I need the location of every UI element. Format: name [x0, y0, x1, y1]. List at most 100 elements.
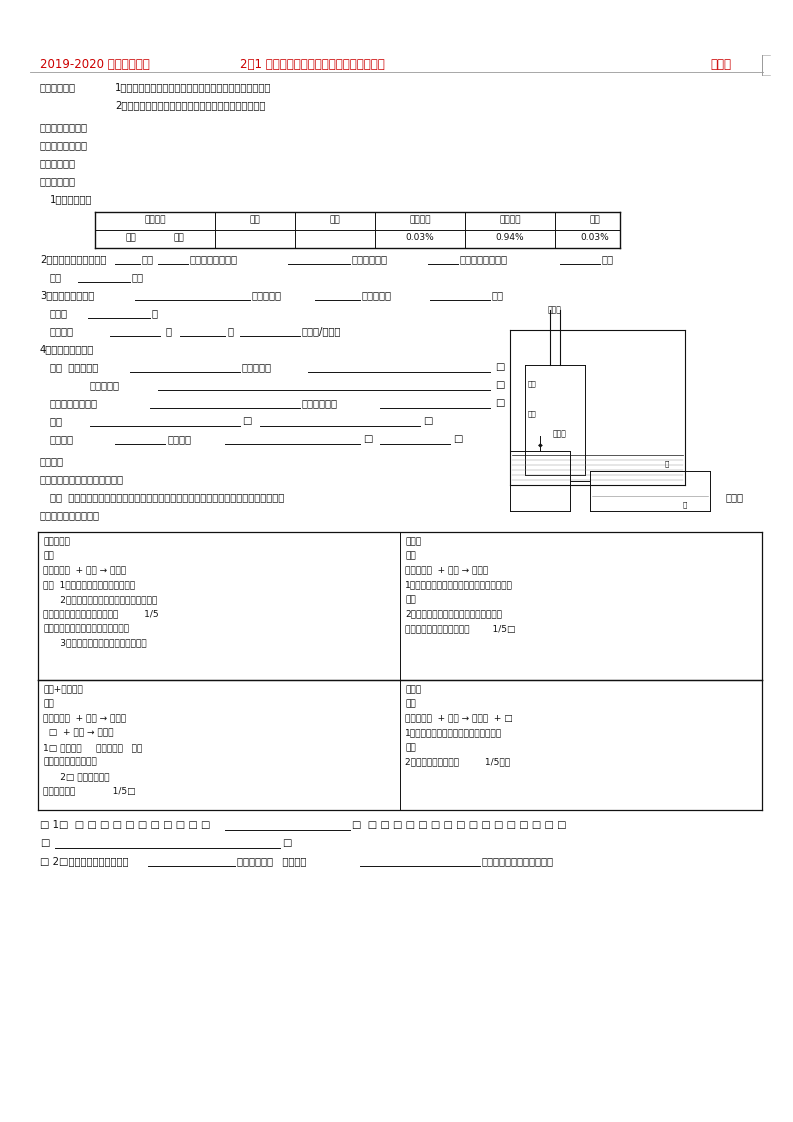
Text: 0.03%: 0.03% — [580, 233, 609, 242]
Text: 鹔粉+活性炭法: 鹔粉+活性炭法 — [43, 686, 82, 695]
Text: □ 1□  □ □ □ □ □ □ □ □ □ □ □: □ 1□ □ □ □ □ □ □ □ □ □ □ □ — [40, 820, 210, 830]
Text: 弹簧夹: 弹簧夹 — [548, 305, 562, 314]
Text: 步骤  1．步骤描述描述描述描述描述: 步骤 1．步骤描述描述描述描述描述 — [43, 580, 135, 589]
Text: 现象描述描述描述描述描述        1/5□: 现象描述描述描述描述描述 1/5□ — [405, 624, 515, 633]
Text: 混合物/纯净物: 混合物/纯净物 — [302, 327, 341, 335]
Text: 2□ 步骤描述描述: 2□ 步骤描述描述 — [43, 772, 109, 781]
Text: 实验方法: 实验方法 — [40, 456, 64, 466]
Text: □: □ — [363, 434, 373, 444]
Text: 分数: 分数 — [174, 233, 185, 242]
Text: 现象描述描述描述描述描述描述         1/5: 现象描述描述描述描述描述描述 1/5 — [43, 609, 159, 618]
Text: 纯: 纯 — [152, 309, 158, 318]
Text: 液氮用于冷冻食品: 液氮用于冷冻食品 — [190, 254, 238, 264]
Text: 1．步骤描述描述描述描述描述描述描述: 1．步骤描述描述描述描述描述描述描述 — [405, 728, 502, 737]
Text: 注意事项描述描述描述描述描述描述: 注意事项描述描述描述描述描述描述 — [43, 624, 129, 633]
Text: 氮气: 氮气 — [142, 254, 154, 264]
Text: 纯净物定义: 纯净物定义 — [362, 289, 392, 300]
Text: □: □ — [242, 416, 251, 426]
Text: 原理: 原理 — [405, 699, 416, 708]
Text: 个: 个 — [165, 327, 171, 335]
Text: 气体用途广泛: 气体用途广泛 — [352, 254, 388, 264]
Text: 化学方程式: 化学方程式 — [242, 362, 272, 373]
Text: 化学组: 化学组 — [725, 493, 743, 502]
Text: 1□ 步骤描述     化学式描述   描述: 1□ 步骤描述 化学式描述 描述 — [43, 743, 142, 752]
Text: 2．初步学习科学探究的方法，能进行简单的探究活动。: 2．初步学习科学探究的方法，能进行简单的探究活动。 — [115, 100, 266, 110]
Text: 描述描述描述描述描述: 描述描述描述描述描述 — [40, 511, 100, 519]
Text: 2．1 空气及空气中氧气含量的测定复习学案: 2．1 空气及空气中氧气含量的测定复习学案 — [240, 58, 385, 71]
Text: 蜡烛法: 蜡烛法 — [405, 686, 421, 695]
Text: 步骤: 步骤 — [50, 416, 68, 426]
Text: 描述: 描述 — [405, 743, 416, 752]
Text: 2．步骤描述描述描述描述描述描述描述: 2．步骤描述描述描述描述描述描述描述 — [43, 595, 157, 604]
Text: 描述描述描述             1/5□: 描述描述描述 1/5□ — [43, 787, 136, 795]
Text: 描述描述描述描述描述描述: 描述描述描述描述描述描述 — [482, 856, 554, 866]
Text: 描述描述描述描述描述: 描述描述描述描述描述 — [43, 757, 97, 766]
Text: 原理  化学方程式: 原理 化学方程式 — [50, 362, 98, 373]
Text: 其他: 其他 — [590, 215, 600, 224]
Text: 步骤: 步骤 — [405, 595, 416, 604]
Text: 净物举例: 净物举例 — [50, 327, 74, 335]
Text: 步骤描述描述   描述描述: 步骤描述描述 描述描述 — [237, 856, 306, 866]
Text: □ 2□步骤描述描述描述描述: □ 2□步骤描述描述描述描述 — [40, 856, 128, 866]
Text: 用途: 用途 — [50, 272, 62, 282]
Text: 2019-2020 学年第一学期: 2019-2020 学年第一学期 — [40, 58, 150, 71]
Text: 1．说出空气的主要成分，认识空气对人类生活的重要性。: 1．说出空气的主要成分，认识空气对人类生活的重要性。 — [115, 82, 271, 92]
Text: 化学方程式  + 点燃 → 化学式: 化学方程式 + 点燃 → 化学式 — [43, 714, 126, 723]
Text: □  □ □ □ □ □ □ □ □ □ □ □ □ □ □ □ □: □ □ □ □ □ □ □ □ □ □ □ □ □ □ □ □ □ — [352, 820, 567, 830]
Text: 现象描述描述描述: 现象描述描述描述 — [50, 398, 98, 408]
Text: □: □ — [453, 434, 462, 444]
Text: 3．步骤描述描述描述描述描述描述: 3．步骤描述描述描述描述描述描述 — [43, 638, 147, 647]
Text: 描述描述: 描述描述 — [167, 434, 191, 444]
Text: □: □ — [495, 398, 504, 408]
Text: □  + 点燃 → 化学式: □ + 点燃 → 化学式 — [43, 728, 113, 737]
Text: 混合物定义: 混合物定义 — [252, 289, 282, 300]
Text: 《知识梳理》: 《知识梳理》 — [40, 176, 76, 186]
Text: 化学方程式  + 点燃 → 化学式  + □: 化学方程式 + 点燃 → 化学式 + □ — [405, 714, 513, 723]
Text: 体积: 体积 — [125, 233, 136, 242]
Text: 0.94%: 0.94% — [496, 233, 524, 242]
Text: 水: 水 — [683, 502, 688, 507]
Text: 白磷法: 白磷法 — [405, 537, 421, 546]
Text: ◆: ◆ — [538, 443, 542, 448]
Text: 对比实验的方法（控制变量法）: 对比实验的方法（控制变量法） — [40, 473, 124, 484]
Text: 《夘实基础》: 《夘实基础》 — [40, 158, 76, 168]
Text: 混合: 混合 — [492, 289, 504, 300]
Text: 原理: 原理 — [43, 699, 54, 708]
Text: 气体成分: 气体成分 — [144, 215, 166, 224]
Text: 1．空气的成分: 1．空气的成分 — [50, 194, 92, 204]
Text: 化学方程式  + 点燃 → 化学式: 化学方程式 + 点燃 → 化学式 — [405, 565, 488, 574]
Text: □: □ — [495, 380, 504, 390]
Text: 化学方程式: 化学方程式 — [90, 380, 120, 390]
Text: □: □ — [282, 838, 292, 848]
Text: 红磷燃烧法: 红磷燃烧法 — [43, 537, 70, 546]
Text: 用途: 用途 — [132, 272, 144, 282]
Text: 红磷: 红磷 — [527, 410, 536, 416]
Text: 化学组: 化学组 — [710, 58, 731, 71]
Text: 4．氧气含量的测定: 4．氧气含量的测定 — [40, 344, 94, 355]
Text: 氧气: 氧气 — [330, 215, 340, 224]
Text: 二氧化碳: 二氧化碳 — [500, 215, 521, 224]
Text: 0.03%: 0.03% — [406, 233, 435, 242]
Text: 空气: 空气 — [527, 380, 536, 387]
Text: 稀有气体: 稀有气体 — [409, 215, 431, 224]
Text: □: □ — [423, 416, 432, 426]
Text: 止水夹: 止水夹 — [553, 429, 567, 438]
Text: 化学方程式  + 点燃 → 化学式: 化学方程式 + 点燃 → 化学式 — [43, 565, 126, 574]
Text: 其他: 其他 — [602, 254, 614, 264]
Text: 个: 个 — [227, 327, 233, 335]
Text: 《难点知识梳理》: 《难点知识梳理》 — [40, 140, 88, 150]
Text: 描述描述描述: 描述描述描述 — [302, 398, 338, 408]
Text: □: □ — [495, 362, 504, 373]
Text: 水: 水 — [665, 460, 669, 467]
Text: 原理: 原理 — [43, 552, 54, 561]
Text: 注意事项: 注意事项 — [50, 434, 74, 444]
Text: 氮气: 氮气 — [250, 215, 260, 224]
Text: 氦气用于填充气球: 氦气用于填充气球 — [460, 254, 508, 264]
Text: □: □ — [40, 838, 49, 848]
Text: 物举例: 物举例 — [50, 309, 68, 318]
Text: 2．步骤描述描述描述描述描述描述描述: 2．步骤描述描述描述描述描述描述描述 — [405, 609, 502, 618]
Text: 《重点知识梳理》: 《重点知识梳理》 — [40, 122, 88, 132]
Text: 步骤  描述描述描述描述描述描述描述描述描述描述描述描述描述描述描述描述描述描述: 步骤 描述描述描述描述描述描述描述描述描述描述描述描述描述描述描述描述描述描述 — [50, 493, 284, 502]
Text: 《课标要求》: 《课标要求》 — [40, 82, 76, 92]
Text: 1．步骤描述描述描述描述描述描述描述描述: 1．步骤描述描述描述描述描述描述描述描述 — [405, 580, 513, 589]
